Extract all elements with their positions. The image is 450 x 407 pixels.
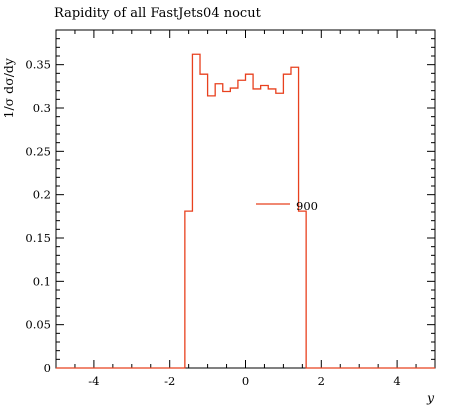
x-tick-label: 2 <box>318 374 325 388</box>
legend: 900 <box>256 199 318 213</box>
y-tick-label: 0.15 <box>25 231 51 245</box>
y-tick-label: 0.3 <box>33 101 51 115</box>
x-tick-label: -4 <box>88 374 99 388</box>
y-tick-label: 0.05 <box>25 318 51 332</box>
x-axis-label: y <box>426 390 435 405</box>
y-tick-label: 0.25 <box>25 144 51 158</box>
x-tick-label: 0 <box>242 374 249 388</box>
x-axis: -4 -2 0 2 4 <box>74 30 417 388</box>
x-tick-label: 4 <box>393 374 400 388</box>
y-axis: 0 0.05 0.1 0.15 0.2 0.25 0.3 0.35 <box>25 38 435 375</box>
chart-title: Rapidity of all FastJets04 nocut <box>54 6 262 21</box>
legend-label: 900 <box>296 199 318 213</box>
series-line <box>56 53 435 369</box>
y-tick-label: 0.1 <box>33 274 51 288</box>
y-tick-label: 0.2 <box>33 188 51 202</box>
x-tick-label: -2 <box>164 374 175 388</box>
y-axis-label: 1/σ dσ/dy <box>1 57 16 118</box>
y-tick-label: 0 <box>44 361 51 375</box>
y-tick-label: 0.35 <box>25 58 51 72</box>
series-group <box>56 53 435 369</box>
